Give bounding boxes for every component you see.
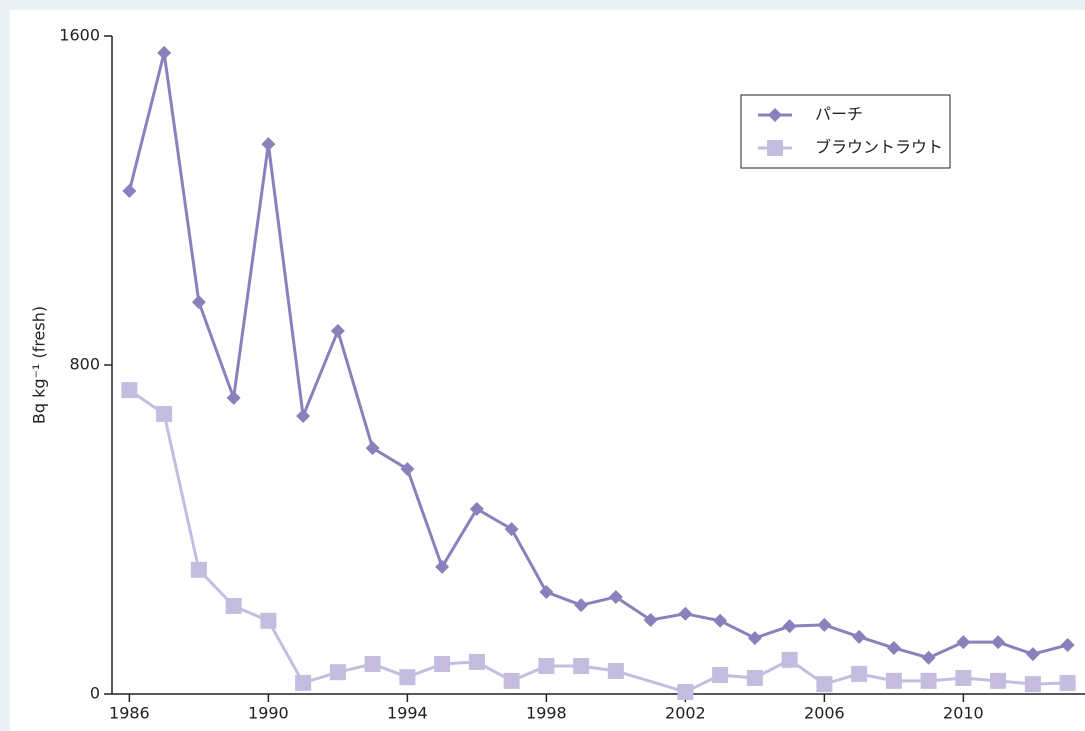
y-tick-label: 800 (69, 355, 100, 374)
point (712, 667, 729, 684)
y-tick-label: 0 (90, 684, 100, 703)
point (677, 683, 694, 700)
y-tick-label: 1600 (59, 26, 100, 45)
point (573, 658, 590, 675)
point (190, 561, 207, 578)
x-tick-label: 2002 (665, 704, 706, 723)
point (782, 619, 797, 634)
x-tick-label: 1990 (248, 704, 289, 723)
point (781, 651, 798, 668)
point (503, 672, 520, 689)
point (365, 441, 380, 456)
point (539, 585, 554, 600)
point (643, 612, 658, 627)
point (746, 669, 763, 686)
x-tick-label: 1994 (387, 704, 428, 723)
x-tick-label: 2006 (804, 704, 845, 723)
point (574, 598, 589, 613)
point (469, 501, 484, 516)
point (1059, 674, 1076, 691)
point (956, 635, 971, 650)
point (678, 606, 693, 621)
point (156, 405, 173, 422)
point (538, 658, 555, 675)
point (261, 137, 276, 152)
point (157, 45, 172, 60)
point (608, 589, 623, 604)
point (921, 650, 936, 665)
point (434, 655, 451, 672)
legend-label: パーチ (815, 105, 863, 124)
point (1025, 647, 1040, 662)
point (713, 613, 728, 628)
point (226, 390, 241, 405)
point (400, 462, 415, 477)
point (886, 640, 901, 655)
point (885, 672, 902, 689)
point (955, 669, 972, 686)
point (468, 653, 485, 670)
point (920, 672, 937, 689)
point (991, 635, 1006, 650)
y-axis-label: Bq kg⁻¹ (fresh) (30, 306, 49, 424)
x-tick-label: 1998 (526, 704, 567, 723)
point (121, 382, 138, 399)
point (817, 617, 832, 632)
point (607, 662, 624, 679)
point (816, 676, 833, 693)
point (1060, 638, 1075, 653)
legend-swatch (768, 108, 782, 122)
point (295, 674, 312, 691)
legend-swatch (767, 140, 783, 156)
point (435, 559, 450, 574)
point (260, 612, 277, 629)
point (1024, 676, 1041, 693)
point (747, 631, 762, 646)
x-tick-label: 1986 (109, 704, 150, 723)
point (399, 669, 416, 686)
point (191, 295, 206, 310)
point (990, 672, 1007, 689)
point (225, 597, 242, 614)
point (504, 522, 519, 537)
point (296, 408, 311, 423)
point (330, 323, 345, 338)
point (364, 655, 381, 672)
point (122, 184, 137, 199)
point (329, 664, 346, 681)
point (852, 629, 867, 644)
legend-label: ブラウントラウト (815, 138, 943, 157)
series-line (127, 52, 1069, 660)
point (851, 665, 868, 682)
x-tick-label: 2010 (943, 704, 984, 723)
